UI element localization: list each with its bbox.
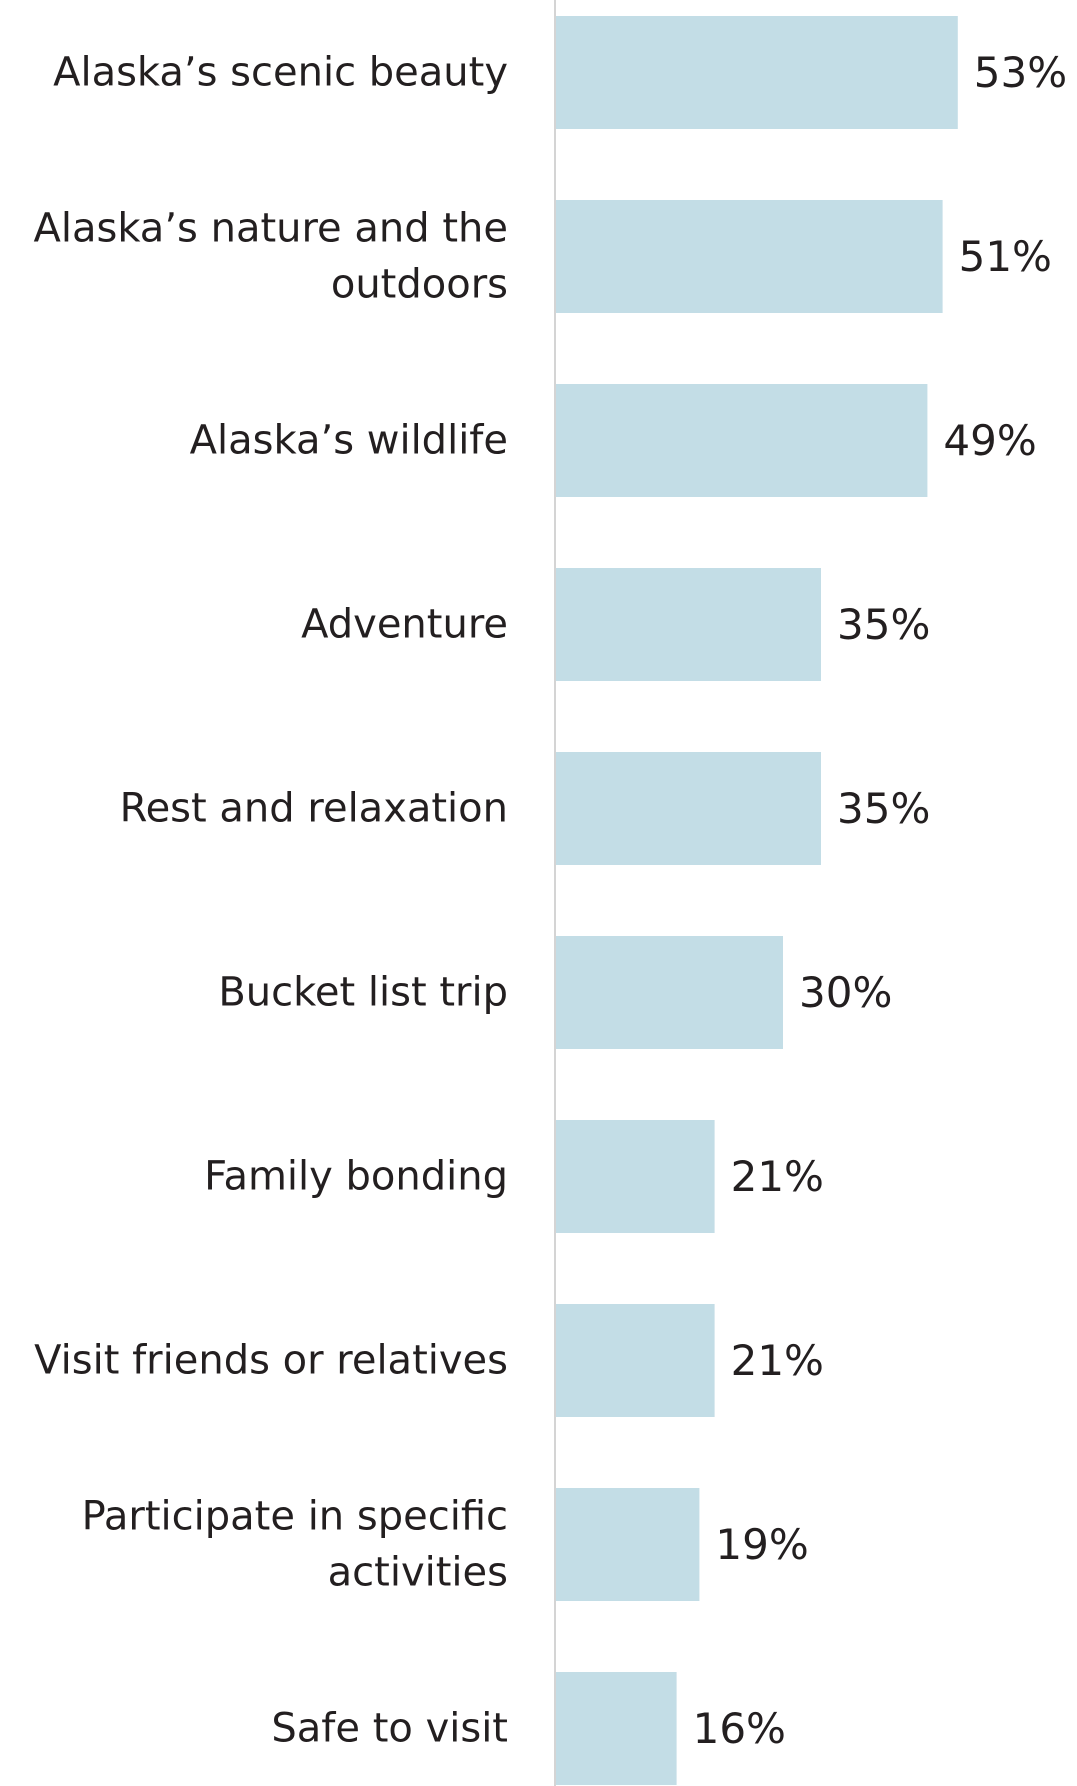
category-label: Adventure [301,602,508,648]
bar [555,1304,715,1417]
category-label: Alaska’s nature and the [34,206,508,252]
value-label: 19% [715,1520,808,1569]
value-label: 21% [731,1152,824,1201]
value-label: 30% [799,968,892,1017]
value-label: 53% [974,48,1067,97]
value-label: 16% [693,1704,786,1753]
category-label: activities [328,1550,508,1596]
category-label: Bucket list trip [218,970,508,1016]
value-label: 35% [837,784,930,833]
category-label: Alaska’s scenic beauty [53,50,508,96]
value-labels-group: 53% 51% 49% 35% 35% 30% 21% 21% 19% 16% [693,48,1068,1753]
bar [555,568,821,681]
bar [555,384,928,497]
bar [555,16,958,129]
value-label: 21% [731,1336,824,1385]
bar [555,752,821,865]
value-label: 51% [959,232,1052,281]
category-label: Visit friends or relatives [34,1338,508,1384]
category-label: Safe to visit [271,1706,508,1752]
value-label: 49% [943,416,1036,465]
value-label: 35% [837,600,930,649]
category-label: Rest and relaxation [120,786,508,832]
bar [555,200,943,313]
category-label: Participate in specific [82,1494,508,1540]
bars-group [555,16,958,1785]
category-label: outdoors [331,262,508,308]
bar [555,1488,700,1601]
bar [555,1672,677,1785]
bar [555,936,783,1049]
category-labels-group: Alaska’s scenic beauty Alaska’s nature an… [34,50,508,1752]
bar [555,1120,715,1233]
category-label: Alaska’s wildlife [190,418,508,464]
category-label: Family bonding [204,1154,508,1200]
